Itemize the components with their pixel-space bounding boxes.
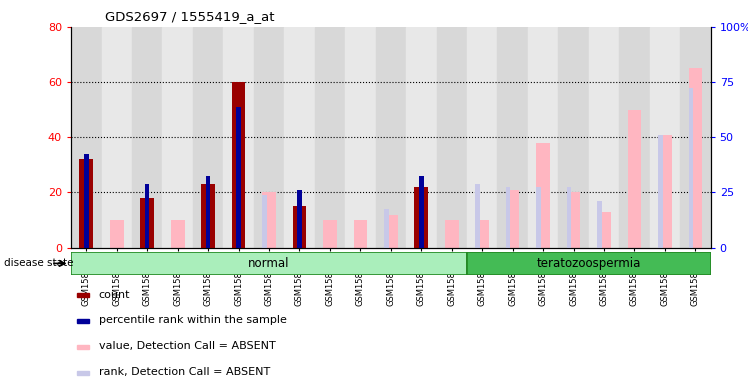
Bar [589, 27, 619, 248]
Bar [206, 176, 210, 248]
Bar [110, 220, 123, 248]
Bar [628, 110, 641, 248]
Text: value, Detection Call = ABSENT: value, Detection Call = ABSENT [99, 341, 275, 351]
Bar [224, 27, 254, 248]
Bar [467, 252, 711, 275]
Text: rank, Detection Call = ABSENT: rank, Detection Call = ABSENT [99, 367, 270, 377]
Bar [84, 154, 88, 248]
Bar [71, 252, 467, 275]
Bar [236, 107, 241, 248]
Bar [658, 134, 672, 248]
Bar [567, 187, 571, 248]
Bar [193, 27, 224, 248]
Bar [132, 27, 162, 248]
Bar [141, 198, 154, 248]
Bar [323, 220, 337, 248]
Bar [506, 190, 520, 248]
Bar [232, 82, 245, 248]
Bar [71, 27, 102, 248]
Bar [650, 27, 680, 248]
Text: teratozoospermia: teratozoospermia [536, 257, 641, 270]
Bar [406, 27, 437, 248]
Bar [254, 27, 284, 248]
Bar [597, 201, 601, 248]
Bar [445, 220, 459, 248]
Bar [558, 27, 589, 248]
Bar [688, 68, 702, 248]
Text: normal: normal [248, 257, 289, 270]
Text: count: count [99, 290, 130, 300]
Bar [619, 27, 650, 248]
Bar [384, 215, 398, 248]
Bar [78, 293, 89, 297]
Bar [414, 187, 428, 248]
Bar [79, 159, 94, 248]
Bar [78, 371, 89, 375]
Bar [145, 184, 150, 248]
Bar [384, 209, 388, 248]
Bar [658, 134, 663, 248]
Bar [102, 27, 132, 248]
Bar [354, 220, 367, 248]
Bar [475, 220, 489, 248]
Bar [78, 319, 89, 323]
Bar [567, 192, 580, 248]
Bar [262, 192, 276, 248]
Bar [528, 27, 558, 248]
Bar [315, 27, 345, 248]
Bar [597, 212, 611, 248]
Bar [78, 345, 89, 349]
Text: GDS2697 / 1555419_a_at: GDS2697 / 1555419_a_at [105, 10, 275, 23]
Bar [162, 27, 193, 248]
Bar [262, 195, 267, 248]
Bar [345, 27, 375, 248]
Bar [536, 143, 550, 248]
Bar [375, 27, 406, 248]
Text: disease state: disease state [4, 258, 73, 268]
Bar [284, 27, 315, 248]
Bar [437, 27, 467, 248]
Bar [201, 184, 215, 248]
Bar [467, 27, 497, 248]
Bar [475, 184, 480, 248]
Bar [506, 187, 510, 248]
Bar [297, 190, 301, 248]
Bar [536, 187, 541, 248]
Bar [292, 206, 307, 248]
Bar [419, 176, 423, 248]
Bar [688, 88, 693, 248]
Bar [171, 220, 185, 248]
Bar [680, 27, 711, 248]
Text: percentile rank within the sample: percentile rank within the sample [99, 316, 286, 326]
Bar [497, 27, 528, 248]
